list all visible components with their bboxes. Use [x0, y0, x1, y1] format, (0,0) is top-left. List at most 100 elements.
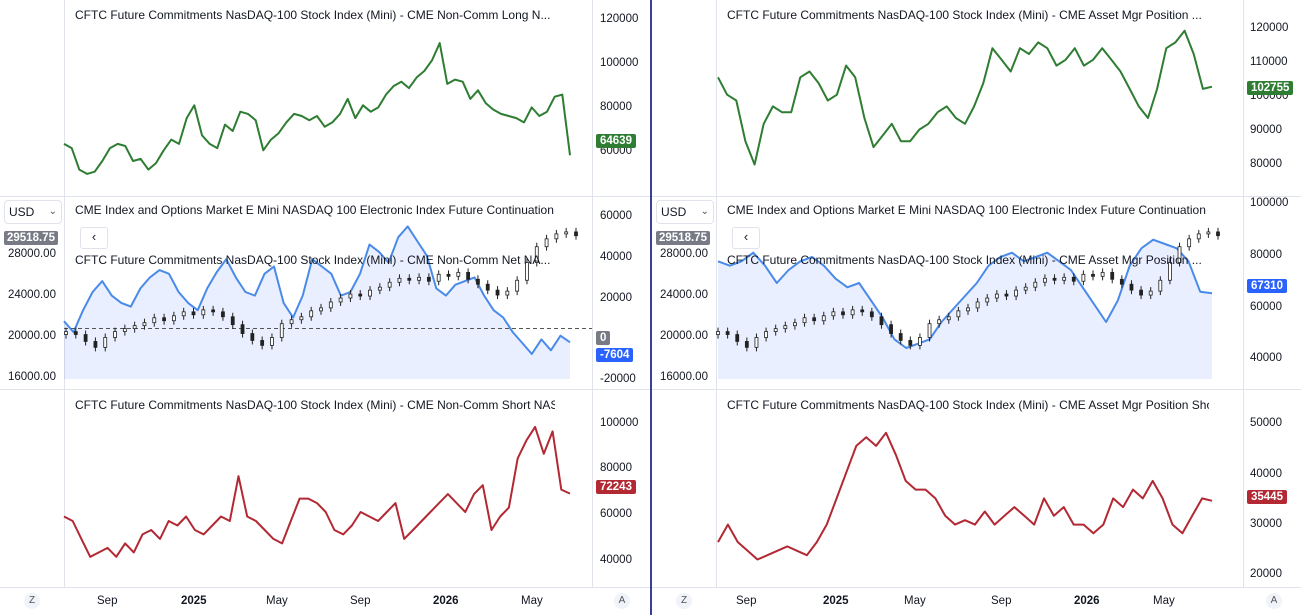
currency-select[interactable]: USD ⌄ [656, 200, 714, 224]
price-scale[interactable]: 100000 80000 60000 40000 67310 [1243, 196, 1301, 389]
candle-body [564, 231, 569, 235]
candle-body [73, 331, 78, 335]
time-label: Sep [350, 595, 371, 607]
candle-body [476, 278, 480, 285]
auto-scale-button[interactable]: A [614, 593, 630, 609]
candle-body [793, 322, 797, 327]
candle-body [1091, 273, 1095, 277]
collapse-legend-button[interactable]: ‹ [80, 227, 108, 249]
left-axis-strip [652, 196, 717, 389]
left-tick: 16000.00 [660, 371, 708, 383]
price-scale[interactable]: 60000 40000 20000 -20000 0 -7604 [592, 196, 650, 389]
candle-body [191, 311, 196, 316]
candle-body [162, 317, 166, 322]
candle-body [889, 324, 893, 334]
candle-body [289, 319, 294, 325]
candle-body [1081, 273, 1086, 282]
tick-label: 60000 [600, 508, 632, 520]
candle-body [1033, 281, 1038, 288]
time-label: May [1153, 595, 1175, 607]
currency-select[interactable]: USD ⌄ [4, 200, 62, 224]
collapse-legend-button[interactable]: ‹ [732, 227, 760, 249]
left-tick: 24000.00 [660, 289, 708, 301]
price-scale[interactable]: 100000 80000 60000 40000 72243 [592, 389, 650, 587]
candle-body [1177, 246, 1182, 263]
candle-body [1139, 289, 1143, 296]
candle-body [152, 317, 157, 324]
candle-body [1100, 271, 1105, 277]
time-label: May [904, 595, 926, 607]
candle-body [574, 231, 578, 237]
right-pane-top: CFTC Future Commitments NasDAQ-100 Stock… [652, 0, 1301, 197]
candle-body [764, 331, 768, 338]
candle-body [387, 281, 392, 288]
candle-body [735, 334, 740, 342]
candle-body [525, 262, 529, 281]
left-axis-strip [0, 0, 65, 196]
zero-badge: 0 [596, 331, 611, 345]
candle-body [831, 311, 836, 317]
time-label: Sep [736, 595, 757, 607]
candle-body [368, 289, 372, 297]
price-scale[interactable]: 120000 100000 80000 60000 64639 [592, 0, 650, 196]
pane-title[interactable]: CFTC Future Commitments NasDAQ-100 Stock… [75, 8, 551, 22]
layout-divider[interactable] [650, 0, 652, 615]
pane-title[interactable]: CFTC Future Commitments NasDAQ-100 Stock… [727, 8, 1202, 22]
asset-mgr-net-line-area [718, 239, 1212, 379]
candle-body [1043, 277, 1047, 283]
candle-body [122, 328, 127, 332]
candle-body [773, 328, 778, 332]
candle-body [946, 316, 951, 321]
right-pane-bottom: CFTC Future Commitments NasDAQ-100 Stock… [652, 389, 1301, 588]
chart-svg [63, 225, 593, 379]
time-axis[interactable]: Z Sep 2025 May Sep 2026 May A [652, 587, 1301, 615]
candle-body [328, 301, 333, 309]
tick-label: 90000 [1250, 124, 1282, 136]
time-axis[interactable]: Z Sep 2025 May Sep 2026 May A [0, 587, 650, 615]
left-axis-strip [652, 0, 717, 196]
candle-body [240, 324, 245, 334]
candle-body [142, 322, 147, 327]
candle-body [937, 319, 942, 325]
zoom-reset-button[interactable]: Z [24, 593, 40, 609]
left-axis-strip [652, 389, 717, 587]
candle-body [821, 315, 826, 322]
asset-mgr-net-line [717, 238, 1213, 349]
candle-body [348, 293, 353, 299]
indicator-title[interactable]: CFTC Future Commitments NasDAQ-100 Stock… [727, 253, 1202, 267]
candle-body [446, 273, 451, 277]
candle-body [975, 301, 980, 309]
auto-scale-button[interactable]: A [1266, 593, 1282, 609]
price-badge: 29518.75 [656, 231, 710, 245]
candle-body [132, 325, 137, 330]
candle-body [869, 311, 874, 318]
candle-body [426, 276, 431, 282]
price-scale[interactable]: 50000 40000 30000 20000 35445 [1243, 389, 1301, 587]
tick-label: 60000 [600, 145, 632, 157]
indicator-title[interactable]: CFTC Future Commitments NasDAQ-100 Stock… [75, 253, 551, 267]
candle-body [309, 310, 314, 318]
candle-body [1004, 293, 1009, 297]
left-tick: 20000.00 [660, 330, 708, 342]
currency-label: USD [9, 205, 35, 219]
candle-body [338, 297, 343, 303]
candle-body [754, 337, 759, 348]
main-series-title[interactable]: CME Index and Options Market E Mini NASD… [727, 203, 1206, 217]
pane-title[interactable]: CFTC Future Commitments NasDAQ-100 Stock… [727, 398, 1209, 412]
time-label: 2026 [433, 595, 459, 607]
candle-body [1062, 276, 1067, 281]
candle-body [966, 307, 970, 312]
tick-label: 20000 [1250, 568, 1282, 580]
pane-title[interactable]: CFTC Future Commitments NasDAQ-100 Stock… [75, 398, 555, 412]
tick-label: 80000 [1250, 158, 1282, 170]
candle-body [985, 297, 990, 303]
candle-body [358, 293, 363, 297]
zoom-reset-button[interactable]: Z [676, 593, 692, 609]
price-scale[interactable]: 120000 110000 100000 90000 80000 102755 [1243, 0, 1301, 196]
last-value-badge: 72243 [596, 480, 636, 494]
net-position-line [63, 225, 571, 355]
main-series-title[interactable]: CME Index and Options Market E Mini NASD… [75, 203, 554, 217]
candle-body [181, 311, 186, 317]
candle-body [802, 317, 807, 324]
left-tick: 16000.00 [8, 371, 56, 383]
